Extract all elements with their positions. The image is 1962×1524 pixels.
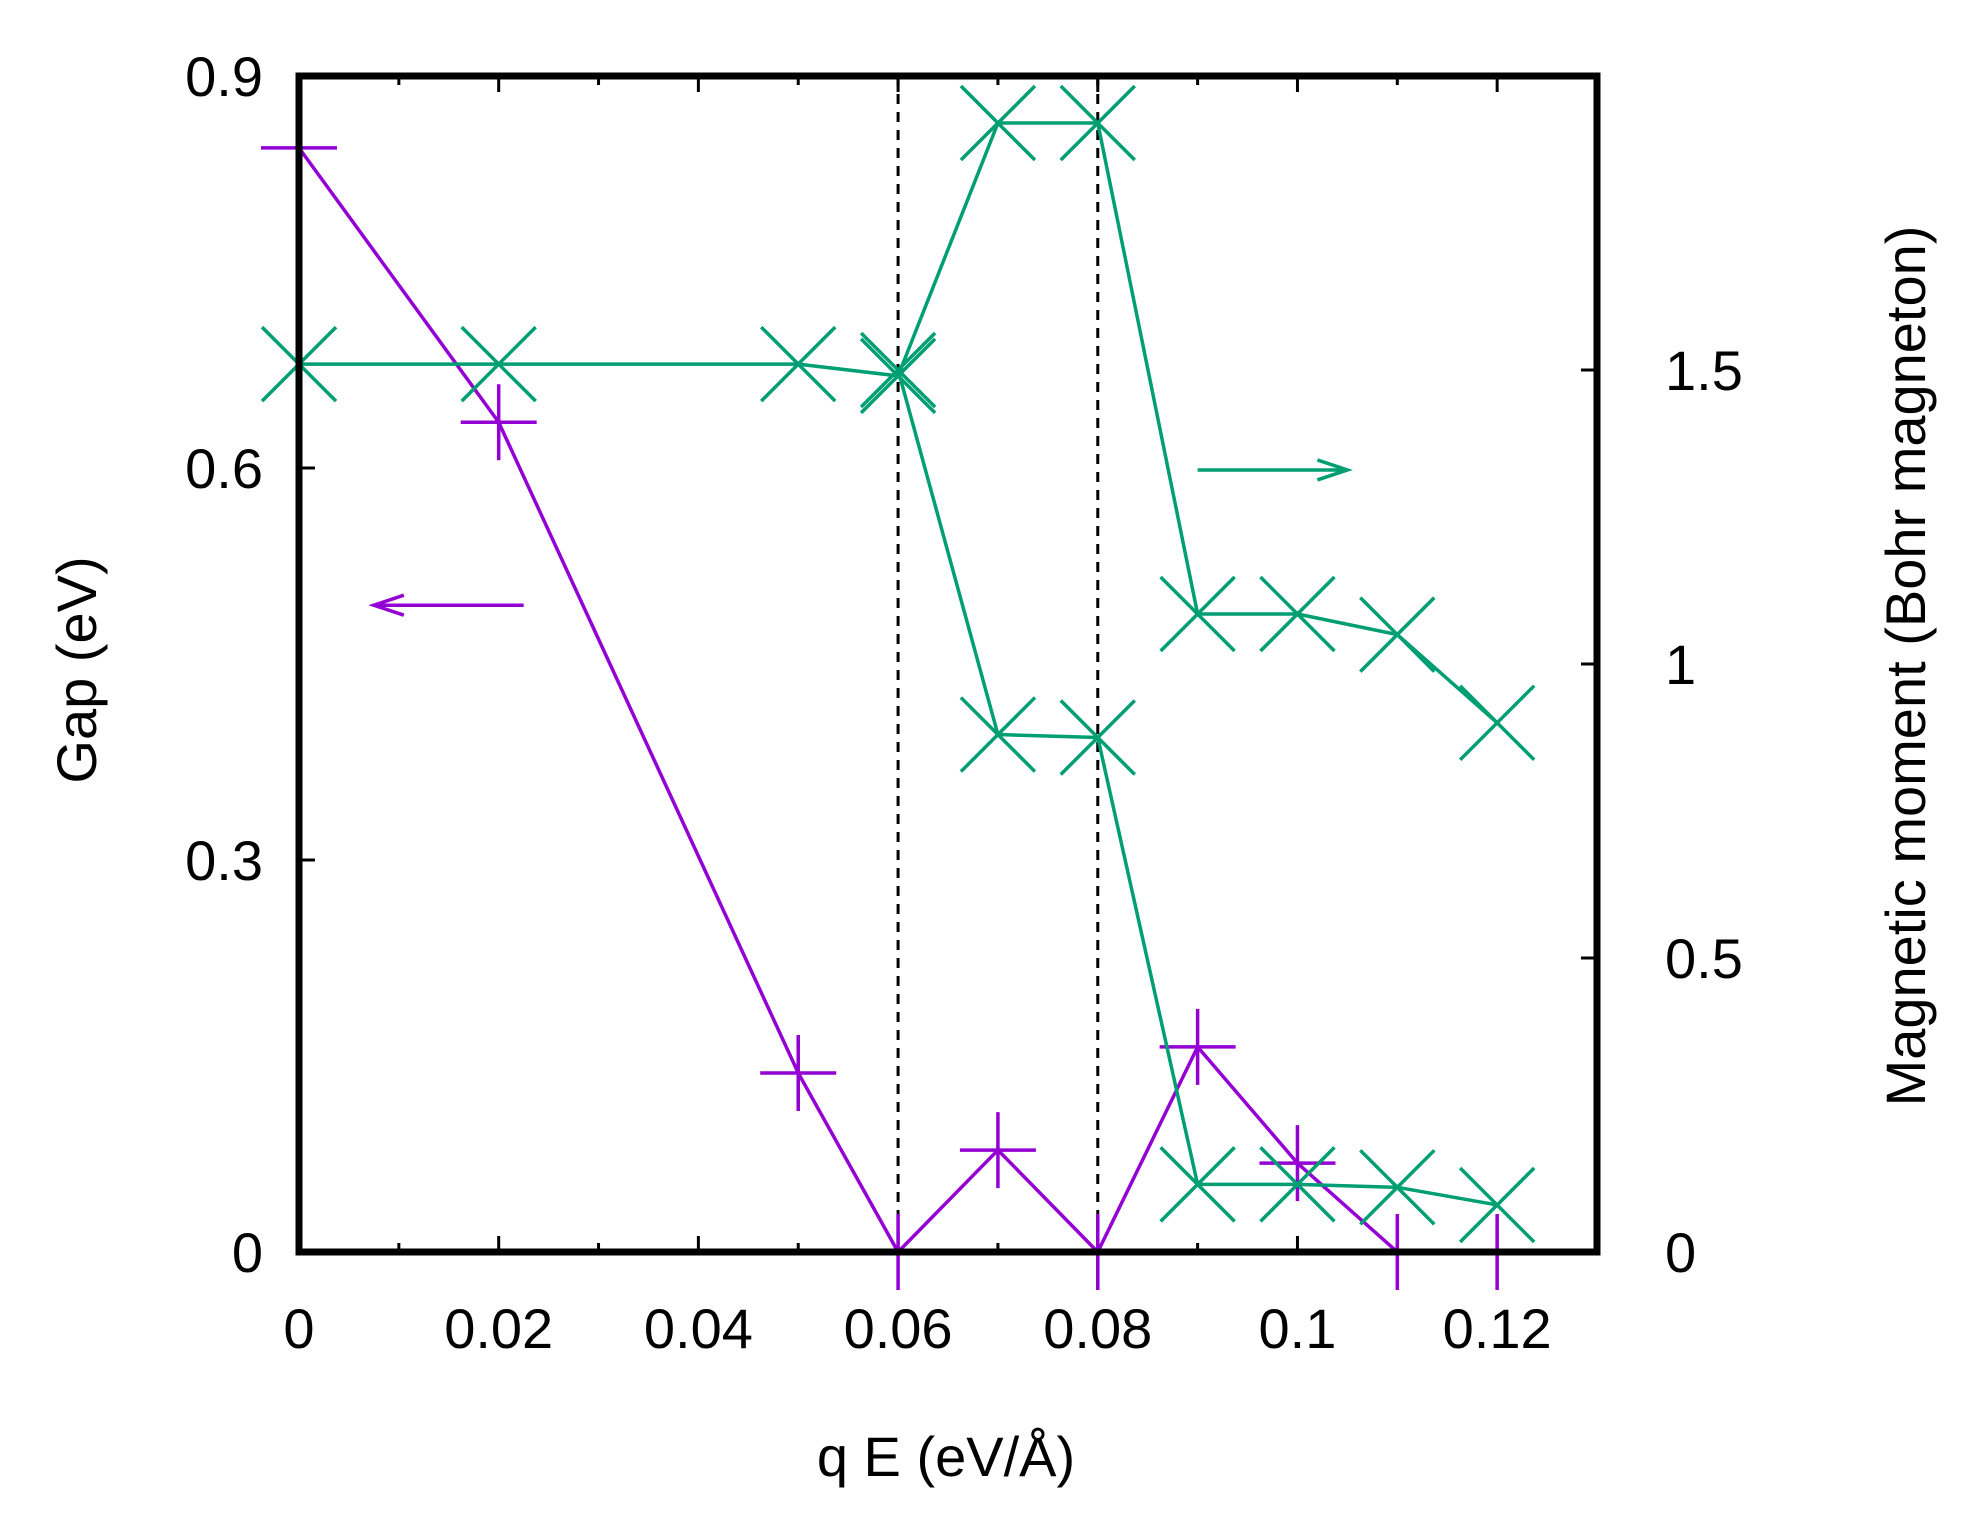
x-tick-label: 0: [283, 1297, 314, 1360]
moment-point-marker: [1259, 1146, 1336, 1223]
gap-point-marker: [959, 1112, 1036, 1189]
y2-tick-label: 0.5: [1665, 927, 1743, 990]
marker-stroke: [1359, 596, 1436, 673]
x-tick-label: 0.08: [1043, 1297, 1152, 1360]
marker-stroke: [959, 696, 1037, 773]
series-line: [297, 146, 1498, 1254]
right-axis-ticks: 0 0.5 1 1.5: [1581, 339, 1743, 1284]
x-tick-label: 0.04: [644, 1297, 753, 1360]
y-tick-label: 0.9: [185, 45, 263, 108]
gap-point-marker: [460, 384, 537, 461]
marker-stroke: [1159, 575, 1236, 653]
x-tick-label: 0.02: [444, 1297, 553, 1360]
x-axis-ticks: 0 0.02 0.04 0.06 0.08 0.1 0.12: [283, 76, 1599, 1360]
y-tick-label: 0.6: [185, 437, 263, 500]
moment-point-marker: [1359, 596, 1436, 673]
moment-point-marker: [1159, 1146, 1236, 1223]
left-axis-ticks: 0 0.3 0.6 0.9: [185, 45, 315, 1284]
moment-point-marker: [959, 696, 1037, 773]
plot-frame: [295, 72, 1601, 1256]
marker-stroke: [1359, 1149, 1436, 1226]
arrow-left-gap: [368, 593, 524, 617]
y2-tick-label: 1.5: [1665, 339, 1743, 402]
moment-point-marker: [1359, 1149, 1436, 1226]
marker-stroke: [1458, 684, 1536, 762]
arrow-head: [368, 593, 405, 617]
moment-point-marker: [959, 84, 1037, 162]
y-axis-title: Gap (eV): [45, 556, 108, 783]
gap-point-marker: [760, 1034, 837, 1111]
marker-stroke: [460, 325, 537, 403]
marker-stroke: [1159, 1146, 1236, 1223]
series-line: [299, 121, 1499, 725]
x-tick-label: 0.12: [1443, 1297, 1552, 1360]
gap-point-marker: [1159, 1008, 1236, 1085]
y2-axis-title: Magnetic moment (Bohr magneton): [1874, 226, 1937, 1107]
y2-tick-label: 1: [1665, 633, 1696, 696]
marker-stroke: [759, 325, 837, 403]
arrow-right-moment: [1197, 458, 1353, 482]
moment-point-marker: [1159, 575, 1236, 653]
arrow-head: [1316, 458, 1353, 482]
marker-stroke: [1458, 1166, 1536, 1244]
moment-point-marker: [1059, 84, 1137, 162]
moment-point-marker: [759, 325, 837, 403]
moment-point-marker: [859, 331, 937, 409]
marker-stroke: [1059, 84, 1137, 162]
moment-point-marker: [460, 325, 537, 403]
marker-stroke: [1059, 699, 1137, 776]
plot-series: [260, 84, 1536, 1290]
marker-stroke: [1259, 1146, 1336, 1223]
moment-point-marker: [1059, 699, 1137, 776]
vertical-guide-lines: [896, 76, 1100, 1252]
x-tick-label: 0.1: [1259, 1297, 1337, 1360]
x-tick-label: 0.06: [844, 1297, 953, 1360]
y-tick-label: 0: [232, 1221, 263, 1284]
moment-point-marker: [1458, 684, 1536, 762]
annotation-arrows: [368, 458, 1353, 617]
moment-point-marker: [1259, 575, 1336, 653]
y-tick-label: 0.3: [185, 829, 263, 892]
x-axis-title: q E (eV/Å): [817, 1425, 1075, 1488]
marker-stroke: [959, 84, 1037, 162]
marker-stroke: [859, 331, 937, 409]
y2-tick-label: 0: [1665, 1221, 1696, 1284]
marker-stroke: [1259, 575, 1336, 653]
gap-point-marker: [1259, 1125, 1336, 1202]
moment-point-marker: [1458, 1166, 1536, 1244]
